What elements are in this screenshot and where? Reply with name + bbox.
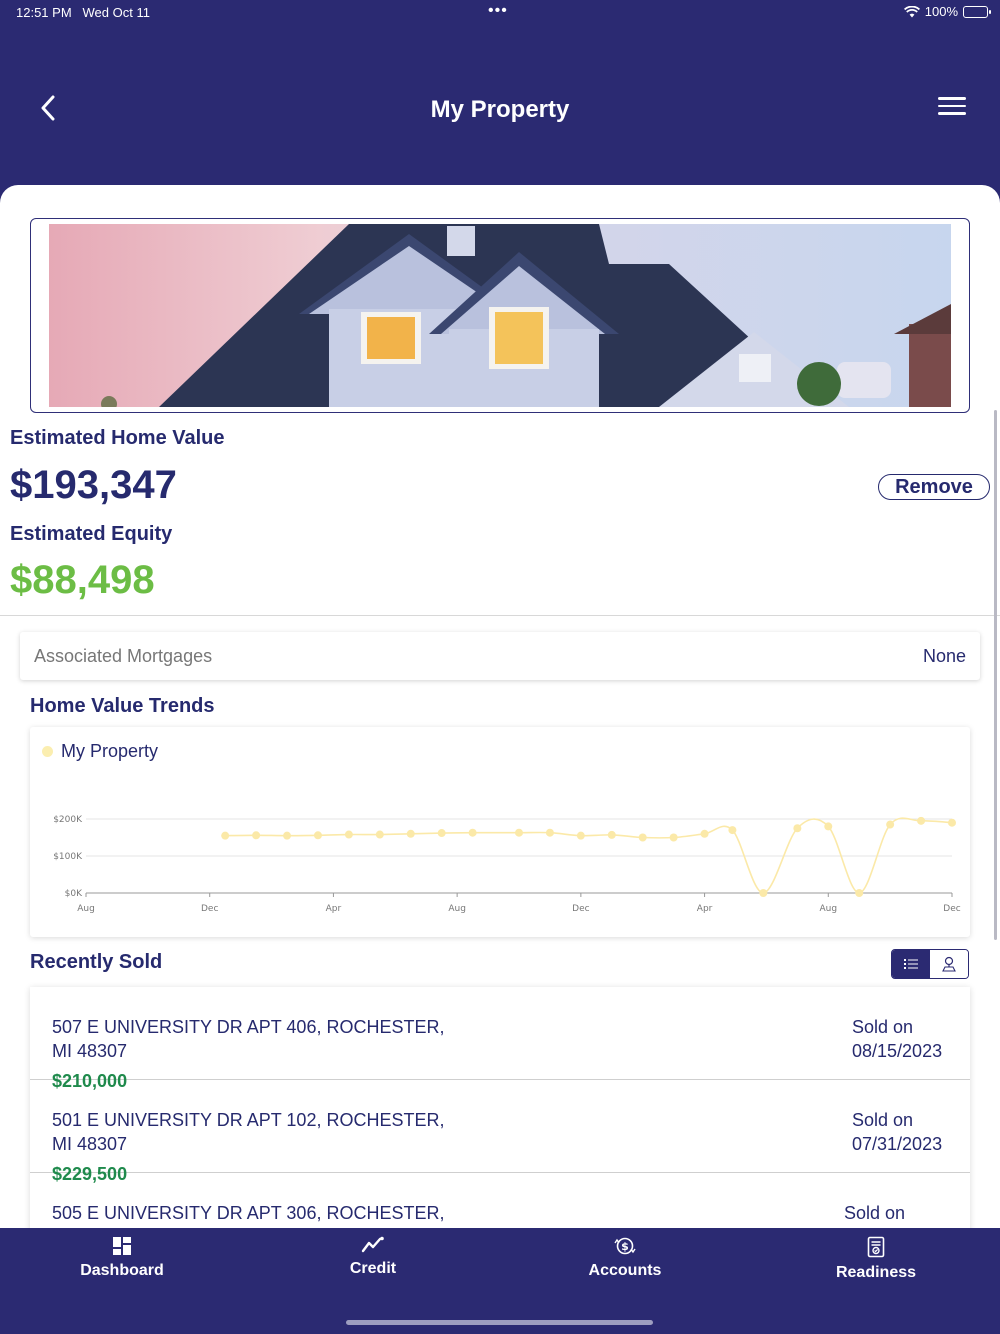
data-point: [728, 826, 737, 835]
home-indicator[interactable]: [346, 1320, 653, 1325]
data-point: [917, 816, 926, 825]
list-icon: [904, 959, 918, 969]
battery-icon: [963, 5, 991, 18]
data-point: [824, 822, 833, 831]
data-point: [545, 828, 554, 837]
estimated-home-value-label: Estimated Home Value: [10, 427, 225, 449]
x-tick-label: Apr: [326, 904, 342, 914]
status-right: 100%: [903, 4, 991, 19]
associated-mortgages-row[interactable]: Associated Mortgages None: [20, 632, 980, 680]
sold-address: 501 E UNIVERSITY DR APT 102, ROCHESTER, …: [52, 1110, 445, 1154]
legend-dot: [42, 746, 53, 757]
x-tick-label: Dec: [572, 904, 589, 914]
map-pin-icon: [942, 956, 956, 972]
data-point: [638, 833, 647, 842]
legend-label: My Property: [61, 741, 159, 761]
data-point: [437, 829, 446, 838]
sold-date-block: Sold on 08/15/2023: [852, 1017, 943, 1061]
menu-button[interactable]: [934, 92, 970, 124]
accounts-icon: $: [614, 1237, 636, 1255]
hamburger-icon: [938, 97, 966, 100]
data-point: [886, 820, 895, 829]
divider: [0, 615, 1000, 616]
data-point: [515, 828, 523, 837]
list-item[interactable]: 505 E UNIVERSITY DR APT 306, ROCHESTER, …: [30, 1173, 970, 1228]
remove-button[interactable]: Remove: [878, 474, 990, 500]
data-point: [252, 831, 261, 840]
tab-dashboard[interactable]: Dashboard: [42, 1236, 202, 1280]
x-tick-label: Dec: [201, 904, 218, 914]
sold-address: 507 E UNIVERSITY DR APT 406, ROCHESTER, …: [52, 1017, 445, 1061]
data-point: [855, 889, 864, 897]
y-tick-label: $200K: [53, 815, 83, 825]
list-item[interactable]: 501 E UNIVERSITY DR APT 102, ROCHESTER, …: [30, 1080, 970, 1184]
estimated-equity-label: Estimated Equity: [10, 523, 173, 545]
x-tick-label: Apr: [697, 904, 713, 914]
home-value-trends-title: Home Value Trends: [30, 695, 215, 717]
recently-sold-title: Recently Sold: [30, 951, 163, 973]
data-point: [759, 889, 768, 897]
tab-credit[interactable]: Credit: [293, 1236, 453, 1278]
svg-text:$: $: [621, 1240, 629, 1253]
readiness-icon: [867, 1236, 885, 1258]
chevron-left-icon: [41, 95, 55, 121]
data-point: [283, 831, 292, 840]
chart-legend[interactable]: My Property: [42, 741, 158, 762]
estimated-equity-value: $88,498: [10, 558, 155, 602]
data-point: [793, 824, 802, 833]
data-point: [375, 830, 384, 839]
status-bar: 12:51 PM Wed Oct 11 ••• 100%: [0, 0, 1000, 26]
tab-bar: Dashboard Credit $ Accounts Readiness: [0, 1228, 1000, 1334]
x-tick-label: Dec: [943, 904, 960, 914]
sold-date-block: Sold on: [844, 1203, 906, 1223]
view-toggle: [891, 949, 969, 979]
y-tick-label: $0K: [65, 889, 83, 899]
header: My Property: [0, 60, 1000, 160]
content-sheet[interactable]: Estimated Home Value $193,347 Remove Est…: [0, 185, 1000, 1228]
home-value-chart: My Property $0K $100K $200K Aug Dec Apr Aug Dec…: [30, 727, 970, 937]
sold-date-block: Sold on 07/31/2023: [852, 1110, 943, 1154]
tab-accounts[interactable]: $ Accounts: [545, 1236, 705, 1280]
estimated-home-value: $193,347: [10, 463, 177, 507]
data-point: [576, 831, 585, 840]
x-tick-label: Aug: [448, 904, 466, 914]
data-point: [669, 833, 678, 842]
associated-mortgages-value: None: [922, 645, 966, 666]
sold-price: $210,000: [52, 1071, 128, 1091]
battery-percent: 100%: [924, 4, 958, 19]
data-point: [468, 828, 477, 837]
property-image: [49, 224, 951, 407]
chart-plot: $0K $100K $200K Aug Dec Apr Aug Dec Apr Aug Dec: [53, 815, 961, 914]
back-button[interactable]: [30, 88, 66, 128]
trend-icon: [361, 1236, 384, 1253]
data-point: [313, 831, 322, 840]
y-tick-label: $100K: [53, 852, 83, 862]
property-image-frame: [30, 218, 970, 413]
data-point: [406, 829, 415, 838]
associated-mortgages-label: Associated Mortgages: [34, 645, 213, 666]
data-point: [221, 831, 230, 840]
dashboard-icon: [113, 1237, 131, 1255]
sold-address: 505 E UNIVERSITY DR APT 306, ROCHESTER,: [52, 1203, 445, 1223]
tab-readiness[interactable]: Readiness: [796, 1236, 956, 1282]
list-item[interactable]: 507 E UNIVERSITY DR APT 406, ROCHESTER, …: [30, 987, 970, 1091]
x-tick-label: Aug: [819, 904, 837, 914]
data-point: [948, 818, 956, 827]
multitask-dots-icon[interactable]: •••: [488, 2, 508, 19]
wifi-icon: [903, 5, 920, 17]
data-point: [700, 829, 709, 838]
map-view-button[interactable]: [930, 950, 968, 978]
sold-price: $229,500: [52, 1164, 128, 1184]
recently-sold-list: 507 E UNIVERSITY DR APT 406, ROCHESTER, …: [30, 987, 970, 1228]
x-tick-label: Aug: [77, 904, 95, 914]
scrollbar[interactable]: [994, 410, 997, 940]
page-title: My Property: [430, 96, 570, 123]
data-point: [607, 830, 616, 839]
data-point: [344, 830, 353, 839]
status-time: 12:51 PM Wed Oct 11: [16, 5, 150, 20]
list-view-button[interactable]: [892, 950, 930, 978]
